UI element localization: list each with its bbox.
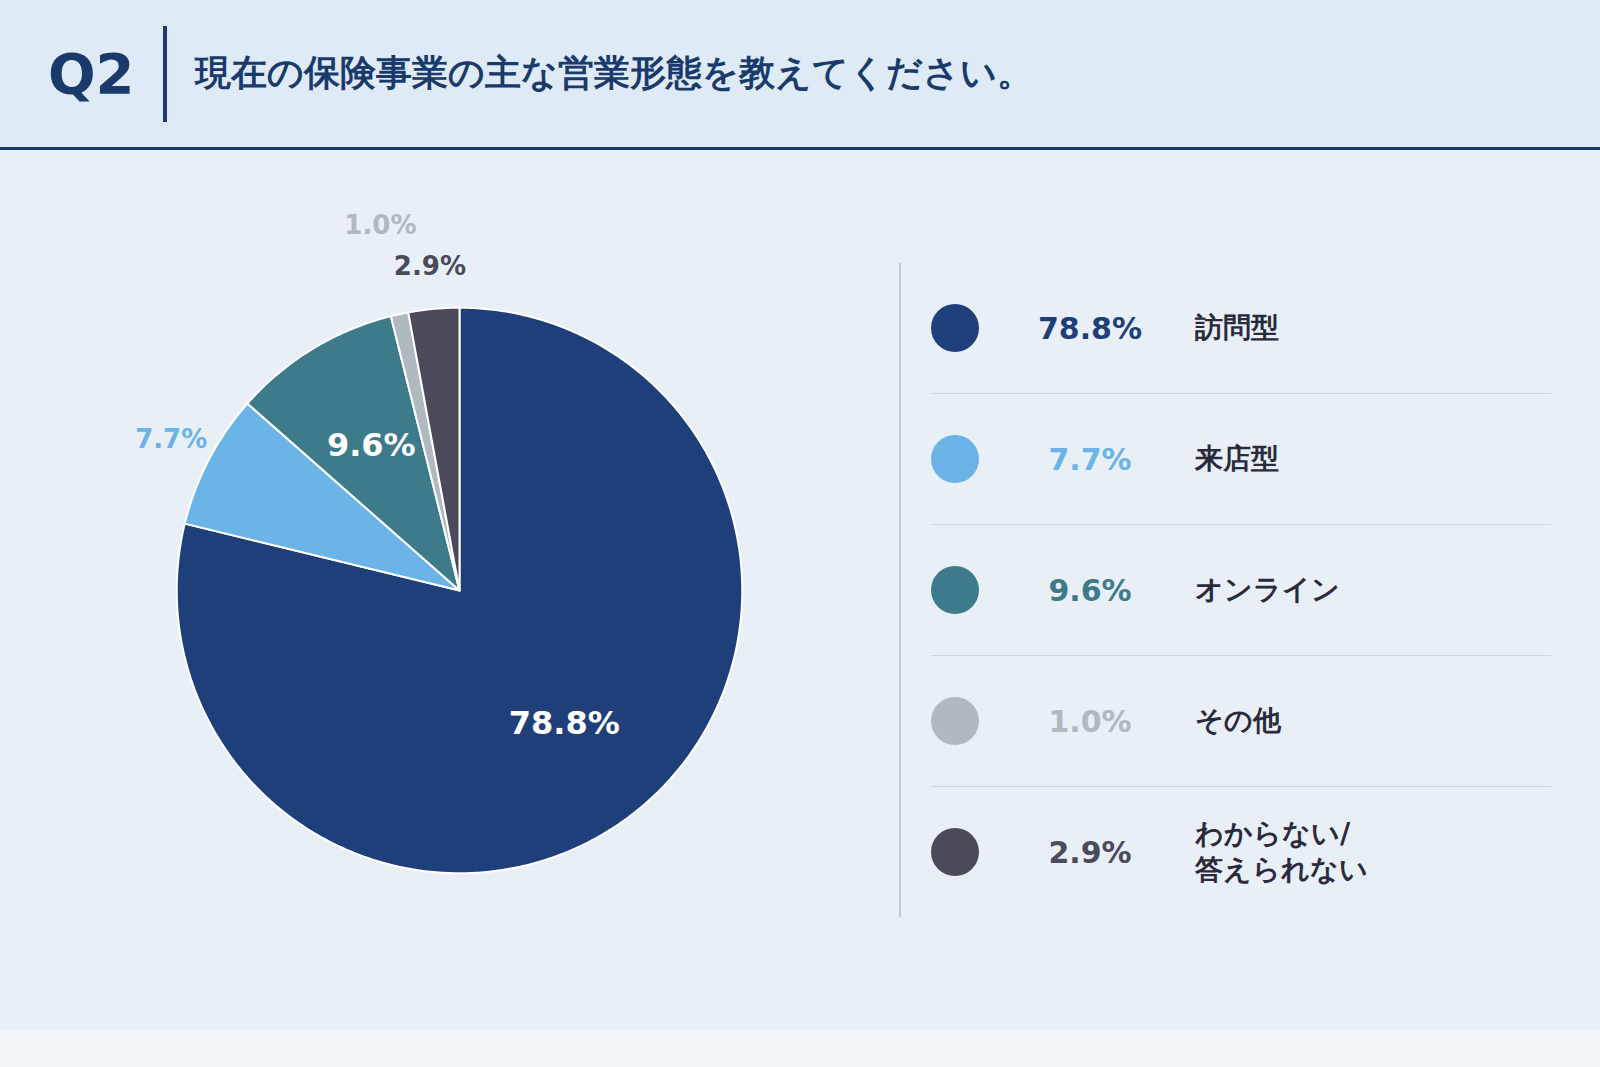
html-text:来店型: 来店型: [1195, 441, 1279, 475]
svg-text:2.9%: 2.9%: [394, 251, 466, 281]
svg-text:9.6%: 9.6%: [327, 426, 416, 464]
svg-text:7.7%: 7.7%: [135, 424, 207, 454]
html-text:7.7%: 7.7%: [1048, 441, 1132, 477]
html-text:78.8%: 78.8%: [1038, 310, 1142, 346]
html-text:現在の保険事業の主な営業形態を教えてください。: 現在の保険事業の主な営業形態を教えてください。: [194, 52, 1033, 93]
html-text:オンライン: オンライン: [1195, 572, 1340, 606]
svg-text:78.8%: 78.8%: [509, 704, 620, 742]
html-text:その他: その他: [1195, 703, 1281, 737]
html-text:2.9%: 2.9%: [1048, 834, 1132, 870]
html-text:1.0%: 1.0%: [1048, 703, 1132, 739]
svg-text:1.0%: 1.0%: [344, 210, 416, 240]
html-text:9.6%: 9.6%: [1048, 572, 1132, 608]
html-text:Q2: Q2: [48, 41, 135, 106]
html-text:わからない/ 答えられない: わからない/ 答えられない: [1195, 816, 1368, 886]
html-text:訪問型: 訪問型: [1195, 310, 1279, 344]
